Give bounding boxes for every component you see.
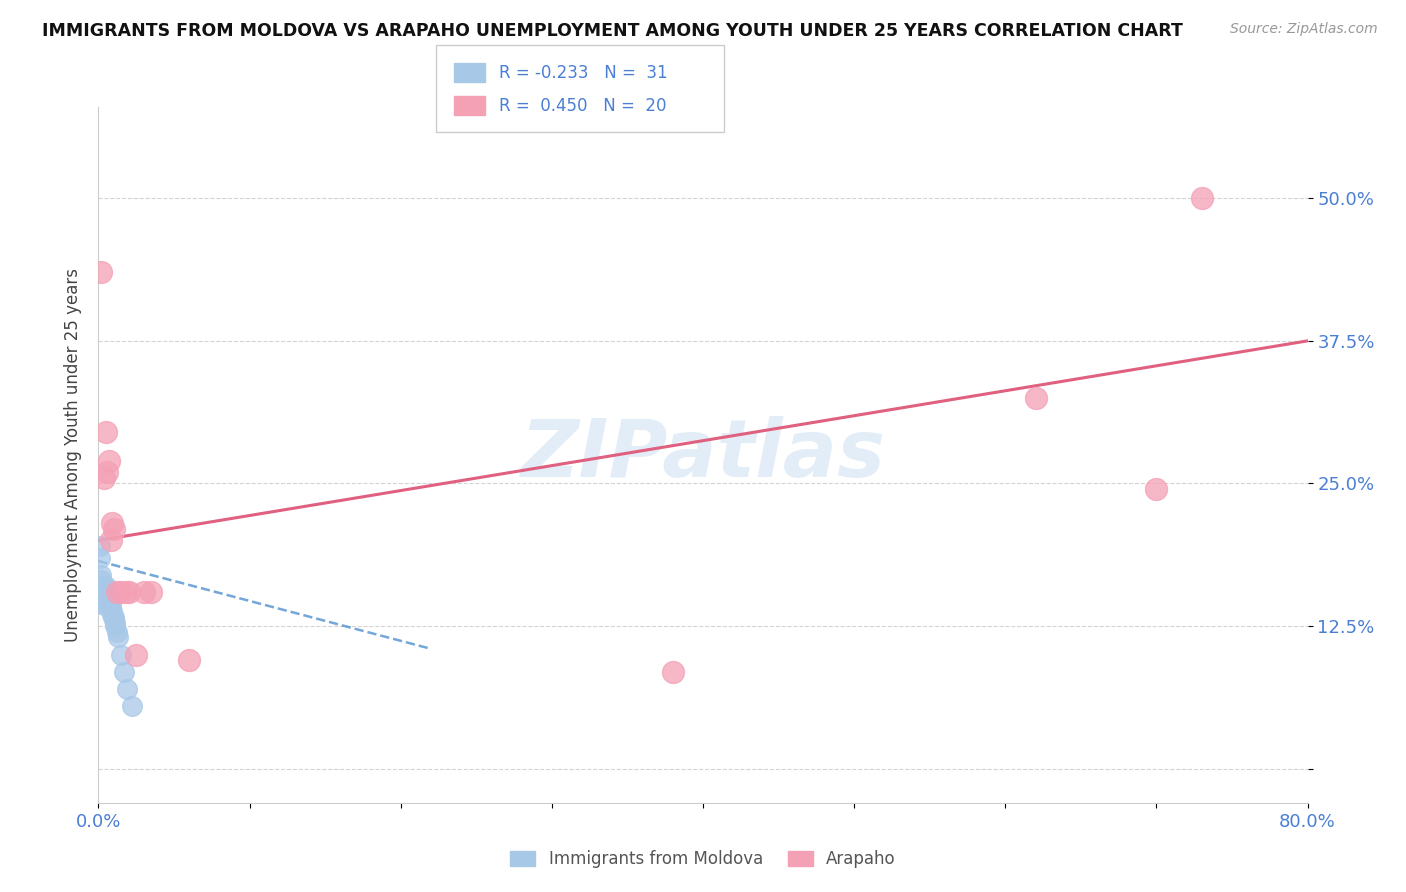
Point [90, 265, 112, 279]
Point [107, 631, 129, 645]
Point [1024, 391, 1046, 405]
Point [89, 550, 111, 565]
Point [93, 596, 115, 610]
Point [105, 624, 128, 639]
Point [90, 574, 112, 588]
Point [98, 453, 121, 467]
Point [101, 604, 124, 618]
Point [104, 619, 127, 633]
Point [141, 584, 163, 599]
Point [93, 599, 115, 613]
Text: R = -0.233   N =  31: R = -0.233 N = 31 [499, 63, 668, 81]
Point [91, 588, 114, 602]
Point [100, 533, 122, 548]
Point [121, 698, 143, 713]
Point [125, 648, 148, 662]
Point [661, 665, 683, 679]
Point [91, 579, 114, 593]
Point [105, 584, 128, 599]
Point [100, 602, 122, 616]
Point [115, 681, 138, 696]
Point [179, 653, 201, 667]
Point [96, 588, 118, 602]
Point [103, 610, 125, 624]
Point [110, 584, 132, 599]
Point [101, 607, 124, 622]
Point [94, 579, 117, 593]
Y-axis label: Unemployment Among Youth under 25 years: Unemployment Among Youth under 25 years [63, 268, 82, 642]
Point [101, 516, 124, 531]
Point [93, 471, 115, 485]
Point [103, 613, 125, 627]
Text: R =  0.450   N =  20: R = 0.450 N = 20 [499, 96, 666, 114]
Legend: Immigrants from Moldova, Arapaho: Immigrants from Moldova, Arapaho [503, 843, 903, 874]
Point [114, 584, 136, 599]
Point [100, 599, 122, 613]
Point [96, 591, 118, 605]
Point [91, 591, 114, 605]
Point [132, 584, 155, 599]
Point [103, 522, 125, 536]
Point [112, 665, 135, 679]
Point [98, 592, 121, 607]
Text: Source: ZipAtlas.com: Source: ZipAtlas.com [1230, 22, 1378, 37]
Point [96, 465, 118, 479]
Point [1191, 191, 1213, 205]
Point [94, 425, 117, 439]
Point [104, 615, 127, 630]
Point [91, 584, 114, 599]
Text: ZIPatlas: ZIPatlas [520, 416, 886, 494]
Point [110, 648, 132, 662]
Point [98, 596, 121, 610]
Point [94, 582, 117, 596]
Point [90, 567, 112, 582]
Point [93, 592, 115, 607]
Point [118, 584, 141, 599]
Point [89, 539, 111, 553]
Text: IMMIGRANTS FROM MOLDOVA VS ARAPAHO UNEMPLOYMENT AMONG YOUTH UNDER 25 YEARS CORRE: IMMIGRANTS FROM MOLDOVA VS ARAPAHO UNEMP… [42, 22, 1182, 40]
Point [1144, 482, 1167, 496]
